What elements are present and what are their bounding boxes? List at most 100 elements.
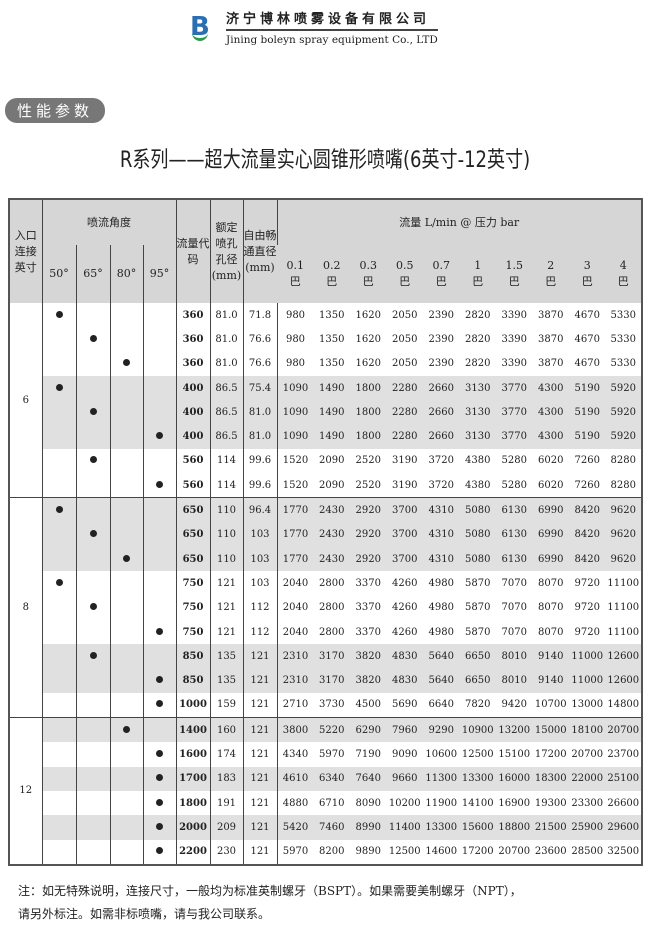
flow-value: 6020 [538,455,564,467]
header-pressure: 0.1 巴 [277,245,314,303]
flow-value: 4880 [276,790,314,816]
flow-value: 8280 [610,455,636,467]
free-passage: 81.0 [242,424,277,449]
angle-cell [142,424,176,449]
orifice-diameter: 81.0 [209,303,243,328]
flow-code: 750 [175,595,210,620]
flow-value: 3800 [276,717,314,743]
flow-value: 5690 [392,699,418,711]
flow-value: 7960 [386,717,423,743]
flow-value: 14800 [607,699,640,711]
flow-value: 8990 [350,815,387,840]
angle-cell [109,497,143,523]
angle-cell [41,619,76,645]
angle-cell [75,351,110,376]
flow-value: 1350 [319,333,345,345]
dot-marker [55,578,63,586]
flow-value: 1090 [276,375,314,401]
angle-cell [142,546,176,572]
flow-value: 3730 [319,699,345,711]
dot-marker [123,554,130,562]
flow-value: 2050 [392,333,418,345]
orifice-diameter: 114 [209,473,243,498]
angle-cell [41,790,76,816]
flow-value: 1350 [319,309,345,321]
flow-value: 20700 [605,717,642,743]
free-passage: 121 [242,717,277,743]
flow-value: 4310 [423,497,460,523]
flow-value: 5080 [459,546,496,572]
flow-value: 2800 [319,626,345,638]
angle-cell [109,522,143,547]
header-flow: 流量 L/min @ 压力 bar [276,199,642,245]
flow-value: 26600 [607,797,640,809]
table-row: 750 121 112 2040 2800 3370 4260 4980 5870 7070 807… [9,595,642,620]
footnote-line: 请另外标注。如需非标喷嘴，请与我公司联系。 [18,907,271,921]
angle-cell [75,546,110,572]
flow-value: 1770 [276,546,314,572]
flow-value: 3130 [459,400,496,425]
angle-cell [41,595,76,620]
flow-value: 1090 [276,400,314,425]
flow-value: 5870 [465,626,491,638]
flow-value: 9620 [605,522,642,547]
flow-value: 5640 [423,644,460,669]
dot-marker [89,530,97,538]
angle-cell [41,424,76,449]
flow-value: 2280 [386,424,423,449]
free-passage: 121 [242,790,277,816]
flow-value: 9620 [605,546,642,572]
flow-code: 850 [175,668,210,693]
angle-cell [109,839,143,865]
flow-value: 18800 [496,815,533,840]
orifice-diameter: 159 [209,692,243,718]
flow-value: 2090 [319,455,345,467]
flow-value: 7070 [501,577,527,589]
dot-marker [156,432,163,440]
angle-cell [109,692,143,718]
angle-cell [41,522,76,547]
flow-value: 17200 [534,748,567,760]
flow-value: 1620 [355,358,381,370]
angle-cell [41,497,76,523]
table-row: 750 121 103 2040 2800 3370 4260 4980 5870 7070 807… [9,571,642,596]
flow-value: 13300 [459,766,496,791]
flow-value: 9660 [386,766,423,791]
flow-value: 9290 [423,717,460,743]
flow-value: 2430 [313,497,350,523]
angle-cell [142,766,176,791]
pressure-value: 1 [474,259,482,272]
flow-value: 2050 [392,358,418,370]
free-passage: 103 [242,571,277,596]
flow-value: 5280 [501,455,527,467]
flow-value: 7070 [501,602,527,614]
flow-value: 18100 [569,717,606,743]
flow-value: 3820 [350,668,387,693]
flow-value: 2040 [276,595,314,620]
table-row: 560 114 99.6 1520 2090 2520 3190 3720 4380 5280 60… [9,448,642,474]
angle-cell [109,400,143,425]
company-name-en: Jining boleyn spray equipment Co., LTD [226,34,438,46]
flow-value: 8420 [569,497,606,523]
flow-value: 5920 [605,375,642,401]
flow-value: 11100 [607,577,640,589]
orifice-diameter: 81.0 [209,327,243,352]
flow-value: 8070 [538,577,564,589]
pressure-unit: 巴 [362,275,374,288]
pressure-value: 0.1 [286,259,305,272]
angle-cell [109,790,143,816]
angle-cell [142,448,176,474]
dot-marker [55,383,63,391]
dot-marker [123,359,130,367]
angle-cell [41,717,76,743]
angle-cell [75,815,110,840]
flow-value: 11100 [607,602,640,614]
dot-marker [156,480,163,488]
flow-value: 2800 [319,577,345,589]
flow-value: 1800 [350,424,387,449]
flow-value: 9720 [574,626,600,638]
flow-value: 2820 [465,358,491,370]
dot-marker [123,725,130,733]
pressure-unit: 巴 [399,275,411,288]
